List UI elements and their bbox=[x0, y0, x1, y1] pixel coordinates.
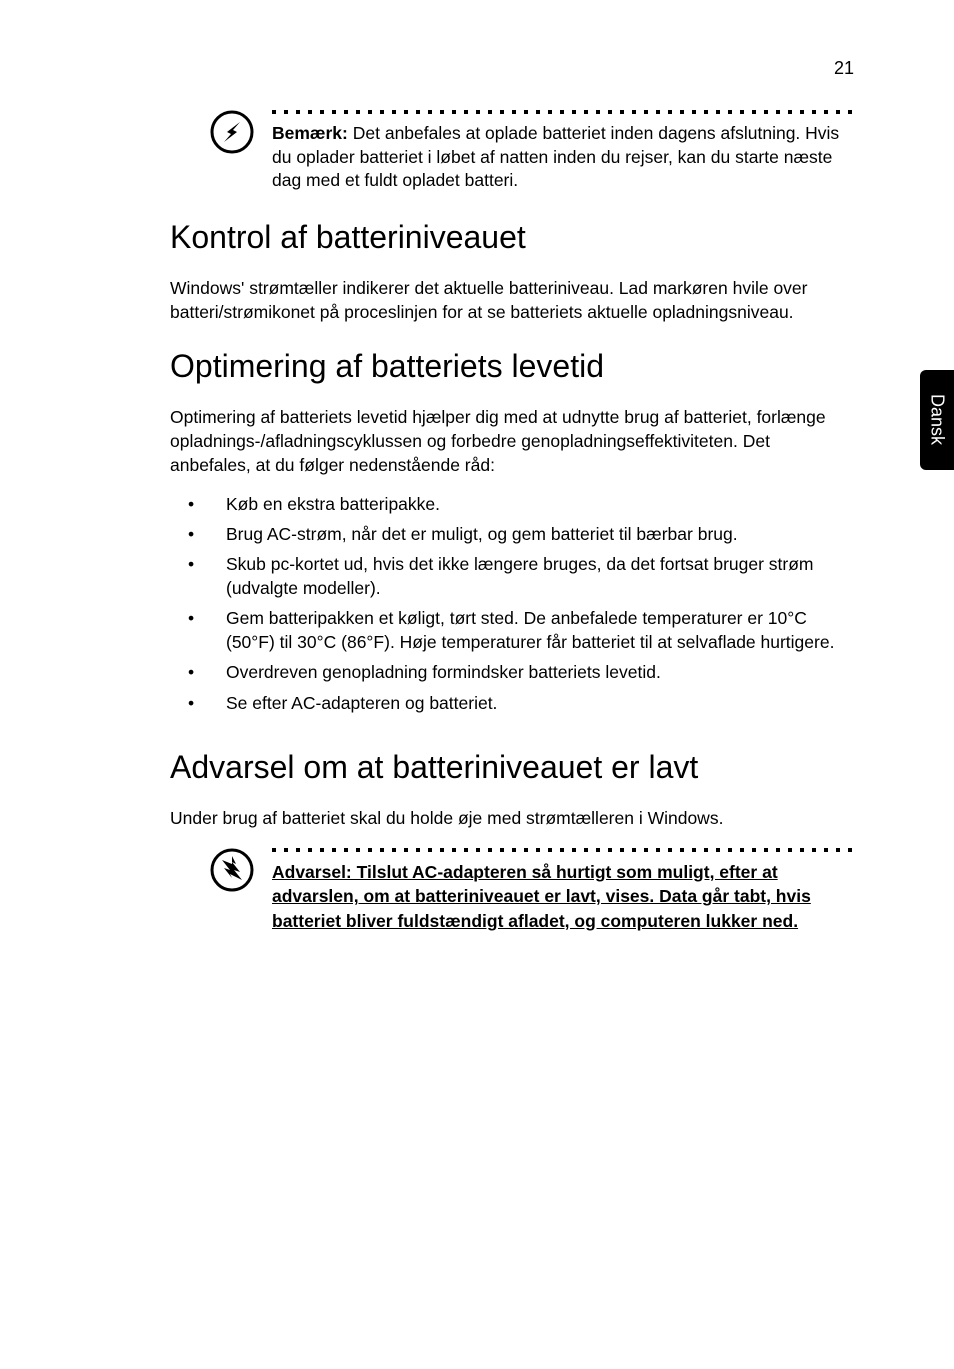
list-item: Køb en ekstra batteripakke. bbox=[170, 492, 854, 516]
warning-text: Advarsel: Tilslut AC-adapteren så hurtig… bbox=[272, 860, 854, 934]
note-icon bbox=[210, 110, 254, 154]
heading-optimering: Optimering af batteriets levetid bbox=[170, 348, 854, 385]
bullet-list: Køb en ekstra batteripakke. Brug AC-strø… bbox=[170, 492, 854, 715]
note-label: Bemærk: bbox=[272, 123, 348, 143]
warning-block: Advarsel: Tilslut AC-adapteren så hurtig… bbox=[170, 848, 854, 934]
note-text: Bemærk: Det anbefales at oplade batterie… bbox=[272, 122, 854, 193]
list-item: Brug AC-strøm, når det er muligt, og gem… bbox=[170, 522, 854, 546]
list-item: Gem batteripakken et køligt, tørt sted. … bbox=[170, 606, 854, 654]
note-block: Bemærk: Det anbefales at oplade batterie… bbox=[170, 110, 854, 193]
dashed-rule bbox=[272, 848, 854, 852]
paragraph: Windows' strømtæller indikerer det aktue… bbox=[170, 276, 854, 324]
list-item: Overdreven genopladning formindsker batt… bbox=[170, 660, 854, 684]
language-tab: Dansk bbox=[920, 370, 954, 470]
warning-icon bbox=[210, 848, 254, 892]
note-body: Bemærk: Det anbefales at oplade batterie… bbox=[272, 110, 854, 193]
heading-advarsel: Advarsel om at batteriniveauet er lavt bbox=[170, 749, 854, 786]
paragraph: Under brug af batteriet skal du holde øj… bbox=[170, 806, 854, 830]
list-item: Se efter AC-adapteren og batteriet. bbox=[170, 691, 854, 715]
paragraph: Optimering af batteriets levetid hjælper… bbox=[170, 405, 854, 477]
warning-body: Advarsel: Tilslut AC-adapteren så hurtig… bbox=[272, 848, 854, 934]
heading-kontrol: Kontrol af batteriniveauet bbox=[170, 219, 854, 256]
page-number: 21 bbox=[834, 58, 854, 79]
note-content: Det anbefales at oplade batteriet inden … bbox=[272, 123, 839, 190]
list-item: Skub pc-kortet ud, hvis det ikke længere… bbox=[170, 552, 854, 600]
page: 21 Dansk Bemærk: Det anbefales at oplade… bbox=[0, 0, 954, 1369]
dashed-rule bbox=[272, 110, 854, 114]
